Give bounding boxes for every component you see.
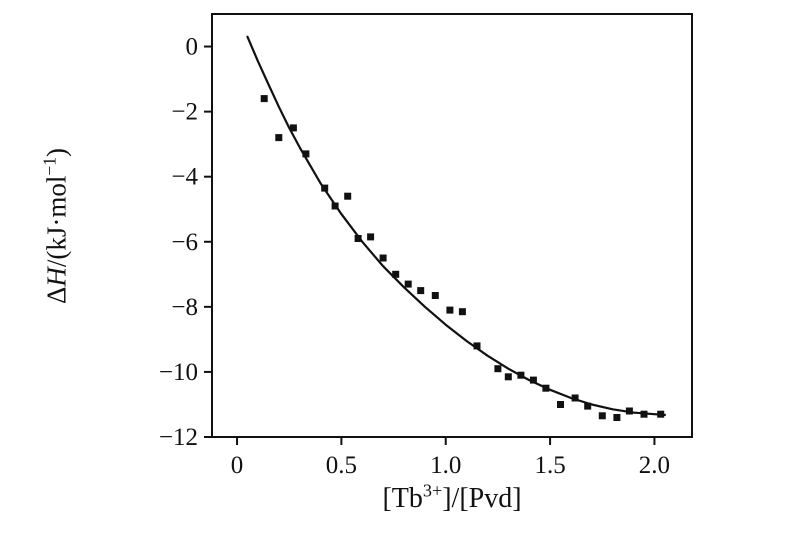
x-tick-label: 0	[231, 452, 244, 479]
y-axis-title-superscript: −1	[39, 156, 60, 176]
data-point	[417, 287, 425, 295]
data-point	[473, 342, 481, 350]
data-point	[354, 235, 362, 242]
data-point	[625, 407, 633, 415]
data-point	[657, 410, 665, 418]
data-point	[557, 401, 564, 408]
x-tick-label: 2.0	[639, 452, 670, 479]
data-point	[367, 233, 375, 241]
x-axis-title: [Tb3+]/[Pvd]	[382, 480, 522, 515]
x-axis-title-superscript: 3+	[422, 480, 443, 501]
data-point	[517, 371, 525, 379]
x-axis-title-pre: [Tb	[382, 483, 423, 514]
data-point	[431, 292, 439, 299]
data-point	[446, 306, 454, 314]
data-point	[542, 384, 550, 392]
data-point	[494, 365, 502, 373]
data-point	[331, 202, 339, 210]
data-point	[571, 394, 579, 402]
data-point	[275, 134, 283, 142]
data-point	[260, 95, 268, 103]
fit-curve	[246, 35, 666, 416]
data-point	[458, 308, 466, 316]
data-point	[598, 412, 606, 420]
data-point	[404, 280, 412, 288]
y-axis-title-delta: Δ	[41, 286, 72, 305]
y-axis-title-units-close: )	[41, 147, 72, 157]
data-point	[613, 414, 621, 421]
y-tick-label: −12	[159, 424, 198, 451]
y-tick-label: 0	[186, 34, 199, 61]
y-axis-title-symbol: H	[41, 267, 72, 287]
data-point	[321, 184, 329, 192]
data-point	[289, 124, 297, 132]
x-axis-title-post: ]/[Pvd]	[442, 483, 522, 514]
data-point	[504, 373, 512, 381]
x-tick-label: 0.5	[326, 452, 357, 479]
data-point	[640, 410, 648, 418]
y-tick-label: −2	[171, 99, 198, 126]
plot-frame	[211, 13, 693, 438]
data-point	[302, 150, 310, 158]
data-point	[379, 254, 387, 262]
data-point	[344, 192, 352, 200]
x-tick-label: 1.5	[534, 452, 565, 479]
y-axis-title-units: /(kJ·mol	[41, 175, 72, 268]
y-tick-label: −4	[171, 164, 198, 191]
y-tick-label: −10	[159, 359, 198, 386]
data-point	[392, 270, 400, 278]
y-axis-title: ΔH/(kJ·mol−1)	[39, 147, 73, 305]
data-point	[529, 376, 537, 384]
y-tick-label: −6	[171, 229, 198, 256]
y-tick-label: −8	[171, 294, 198, 321]
x-tick-label: 1.0	[430, 452, 461, 479]
data-point	[584, 402, 592, 410]
